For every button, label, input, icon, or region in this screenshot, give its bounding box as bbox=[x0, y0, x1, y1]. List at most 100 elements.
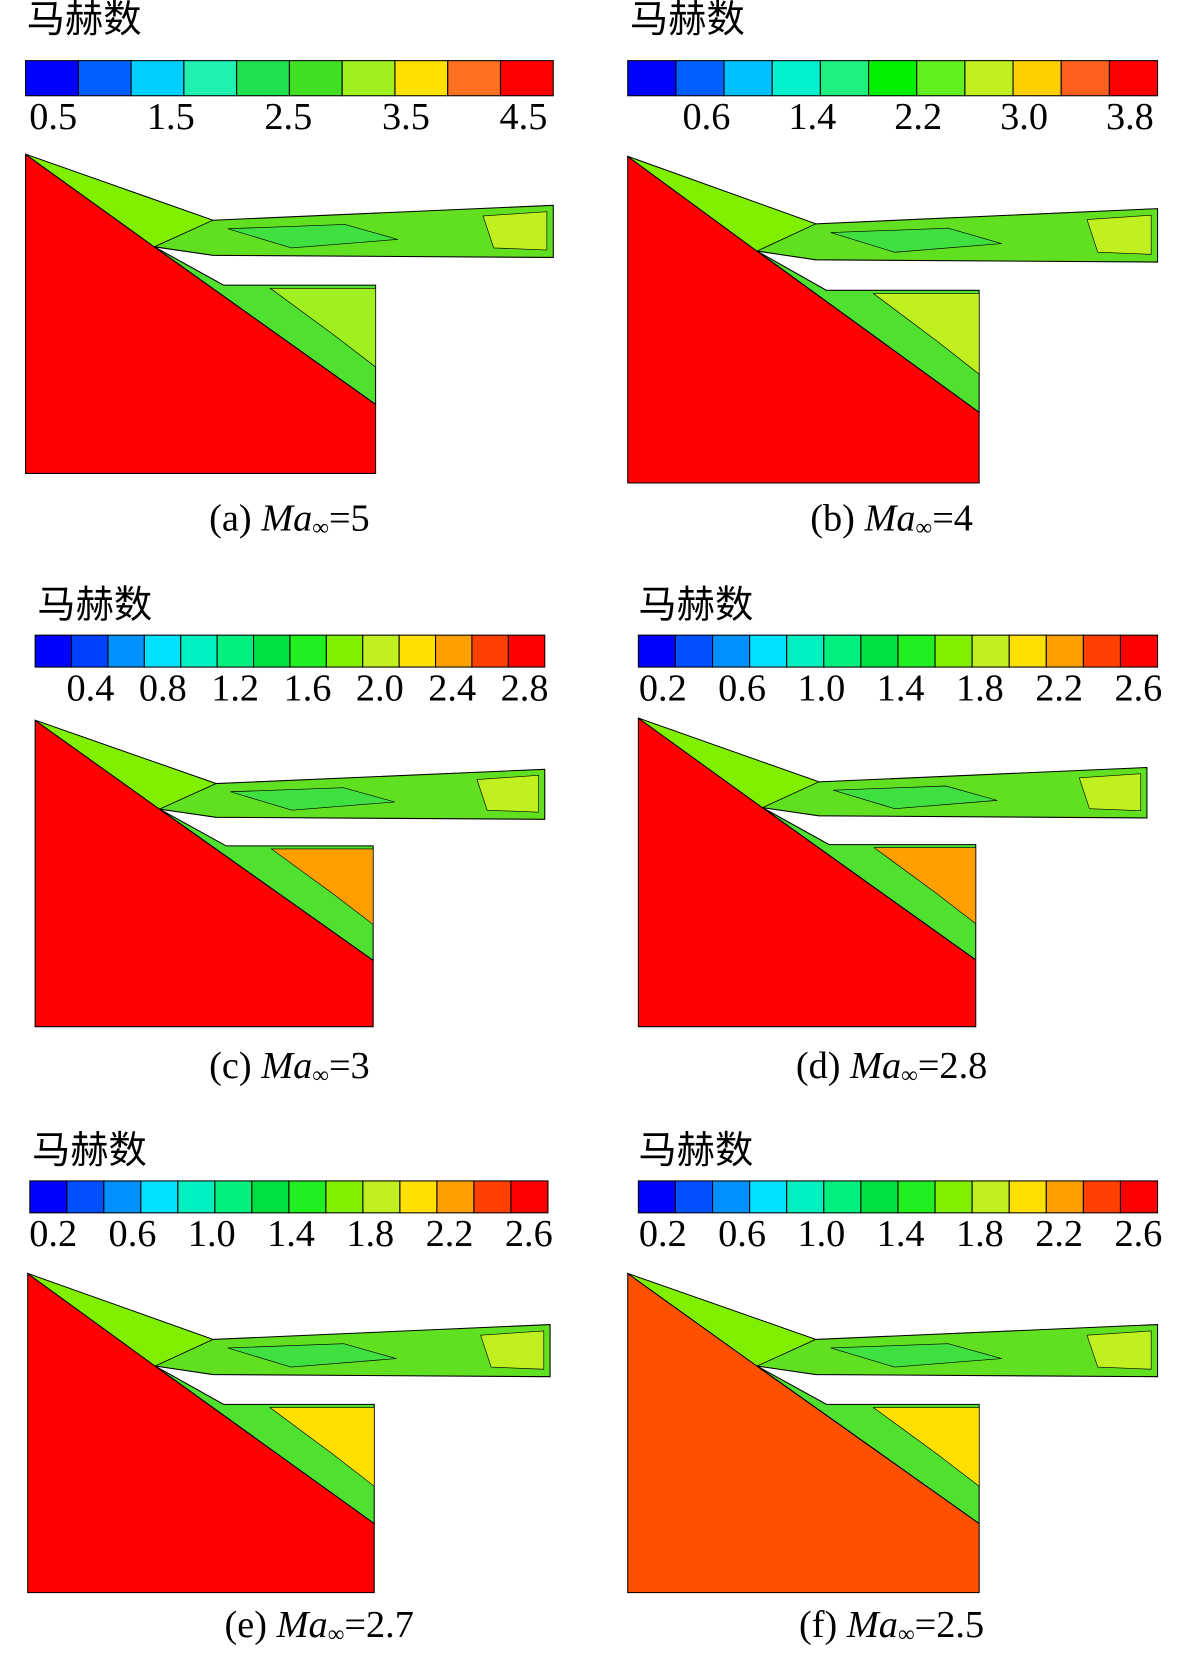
colorbar-segment bbox=[897, 634, 936, 668]
colorbar-segment bbox=[675, 60, 725, 97]
colorbar-title: 马赫数 bbox=[37, 584, 152, 626]
flow-field-duct-core bbox=[872, 293, 980, 375]
colorbar-segment bbox=[130, 60, 185, 97]
flow-field-channel-core bbox=[830, 227, 1002, 253]
colorbar-segment bbox=[1045, 634, 1084, 668]
colorbar-segment bbox=[183, 60, 238, 97]
caption-label: (e) bbox=[225, 1604, 268, 1646]
colorbar-segment bbox=[288, 1180, 327, 1214]
colorbar-segment bbox=[289, 634, 327, 668]
colorbar-segment bbox=[627, 60, 677, 97]
colorbar-segment bbox=[674, 1180, 714, 1214]
colorbar-segment bbox=[1012, 60, 1062, 97]
caption: (a) Ma∞=5 bbox=[209, 497, 370, 541]
flow-field-duct-core bbox=[873, 847, 977, 925]
caption-value: =2.7 bbox=[344, 1604, 413, 1646]
colorbar-segment bbox=[916, 60, 966, 97]
colorbar-title: 马赫数 bbox=[32, 1130, 147, 1172]
colorbar-segment bbox=[398, 634, 437, 668]
colorbar-segment bbox=[964, 60, 1014, 97]
colorbar-tick-label: 0.2 bbox=[639, 1213, 687, 1255]
caption: (c) Ma∞=3 bbox=[209, 1045, 370, 1089]
colorbar-segment bbox=[823, 634, 862, 668]
colorbar-segment bbox=[471, 634, 509, 668]
caption-subscript: ∞ bbox=[916, 515, 933, 541]
caption-symbol: Ma bbox=[276, 1604, 328, 1646]
colorbar-segment bbox=[143, 634, 182, 668]
colorbar-title: 马赫数 bbox=[638, 1130, 753, 1172]
flow-field-duct bbox=[153, 246, 377, 406]
flow-field-channel-exit bbox=[1086, 1330, 1152, 1370]
caption-symbol: Ma bbox=[260, 497, 312, 539]
caption-subscript: ∞ bbox=[312, 515, 329, 541]
caption: (f) Ma∞=2.5 bbox=[799, 1604, 984, 1648]
caption-value: =2.5 bbox=[915, 1604, 984, 1646]
colorbar-tick-label: 1.0 bbox=[797, 667, 845, 709]
caption-value: =3 bbox=[329, 1045, 370, 1087]
panel: 马赫数 0.6 1.4 2.2 3.0 3.8 (b) Ma∞=4 bbox=[627, 0, 1159, 541]
colorbar-tick-label: 3.8 bbox=[1106, 96, 1154, 138]
colorbar-segment bbox=[1108, 60, 1159, 97]
colorbar-tick-label: 3.0 bbox=[1000, 96, 1048, 138]
flow-field-duct-core bbox=[872, 1407, 980, 1487]
colorbar-segment bbox=[1082, 1180, 1122, 1214]
caption-label: (b) bbox=[810, 497, 855, 539]
colorbar-tick-label: 1.4 bbox=[267, 1213, 315, 1255]
caption-symbol: Ma bbox=[846, 1604, 898, 1646]
flow-field-channel-exit bbox=[480, 1330, 545, 1370]
caption: (b) Ma∞=4 bbox=[810, 497, 973, 541]
colorbar-segment bbox=[1060, 60, 1110, 97]
colorbar-segment bbox=[394, 60, 449, 97]
colorbar-segment bbox=[399, 1180, 438, 1214]
colorbar-segment bbox=[1119, 1180, 1159, 1214]
panel: 马赫数 0.2 0.6 1.0 1.4 1.8 2.2 2.6 (d) Ma∞=2.8 bbox=[637, 584, 1162, 1089]
colorbar-tick-label: 2.2 bbox=[1035, 667, 1083, 709]
colorbar-tick-label: 1.8 bbox=[956, 1213, 1004, 1255]
flow-field-channel-core bbox=[227, 1343, 397, 1368]
flow-field-duct-core bbox=[269, 287, 376, 368]
caption-symbol: Ma bbox=[863, 497, 915, 539]
colorbar-segment bbox=[637, 634, 676, 668]
colorbar-title: 马赫数 bbox=[630, 0, 745, 41]
flow-field-channel-exit bbox=[1078, 773, 1142, 812]
colorbar-segment bbox=[771, 60, 821, 97]
flow-field-ramp bbox=[34, 719, 218, 810]
colorbar-segment bbox=[860, 1180, 899, 1214]
colorbar-tick-label: 0.6 bbox=[718, 667, 766, 709]
colorbar-segment bbox=[180, 634, 218, 668]
colorbar-segment bbox=[971, 634, 1010, 668]
colorbar-segment bbox=[362, 1180, 401, 1214]
colorbar-tick-label: 0.6 bbox=[109, 1213, 157, 1255]
colorbar-title: 马赫数 bbox=[27, 0, 142, 41]
flow-field-duct bbox=[756, 250, 980, 414]
flow-field-channel-exit bbox=[482, 211, 548, 251]
flow-field-ramp bbox=[627, 1273, 817, 1367]
colorbar-segment bbox=[251, 1180, 290, 1214]
colorbar-segment bbox=[786, 634, 825, 668]
colorbar-tick-label: 2.6 bbox=[1114, 667, 1162, 709]
flow-field-duct bbox=[756, 1365, 980, 1525]
caption-label: (c) bbox=[209, 1045, 252, 1087]
panel: 马赫数 0.5 1.5 2.5 3.5 4.5 (a) Ma∞=5 bbox=[25, 0, 554, 541]
caption-symbol: Ma bbox=[849, 1045, 901, 1087]
colorbar-segment bbox=[1008, 1180, 1047, 1214]
caption-label: (f) bbox=[799, 1604, 837, 1646]
colorbar-tick-label: 2.8 bbox=[501, 667, 549, 709]
colorbar-tick-label: 1.8 bbox=[346, 1213, 394, 1255]
flow-field-channel-exit bbox=[1086, 214, 1152, 255]
colorbar-segment bbox=[214, 1180, 253, 1214]
colorbar-segment bbox=[29, 1180, 68, 1214]
colorbar-segment bbox=[107, 634, 145, 668]
colorbar-segment bbox=[1119, 634, 1159, 668]
colorbar-tick-label: 1.5 bbox=[147, 96, 195, 138]
colorbar-tick-label: 2.0 bbox=[356, 667, 404, 709]
panel: 马赫数 0.4 0.8 1.2 1.6 2.0 2.4 2.8 (c) Ma∞=3 bbox=[34, 584, 549, 1089]
colorbar-segment bbox=[1045, 1180, 1084, 1214]
colorbar-segment bbox=[288, 60, 343, 97]
colorbar-segment bbox=[749, 1180, 788, 1214]
colorbar-title: 马赫数 bbox=[638, 584, 753, 626]
colorbar-tick-label: 1.4 bbox=[877, 1213, 925, 1255]
colorbar-tick-label: 4.5 bbox=[500, 96, 548, 138]
colorbar-tick-label: 2.6 bbox=[1114, 1213, 1162, 1255]
caption-value: =2.8 bbox=[918, 1045, 987, 1087]
